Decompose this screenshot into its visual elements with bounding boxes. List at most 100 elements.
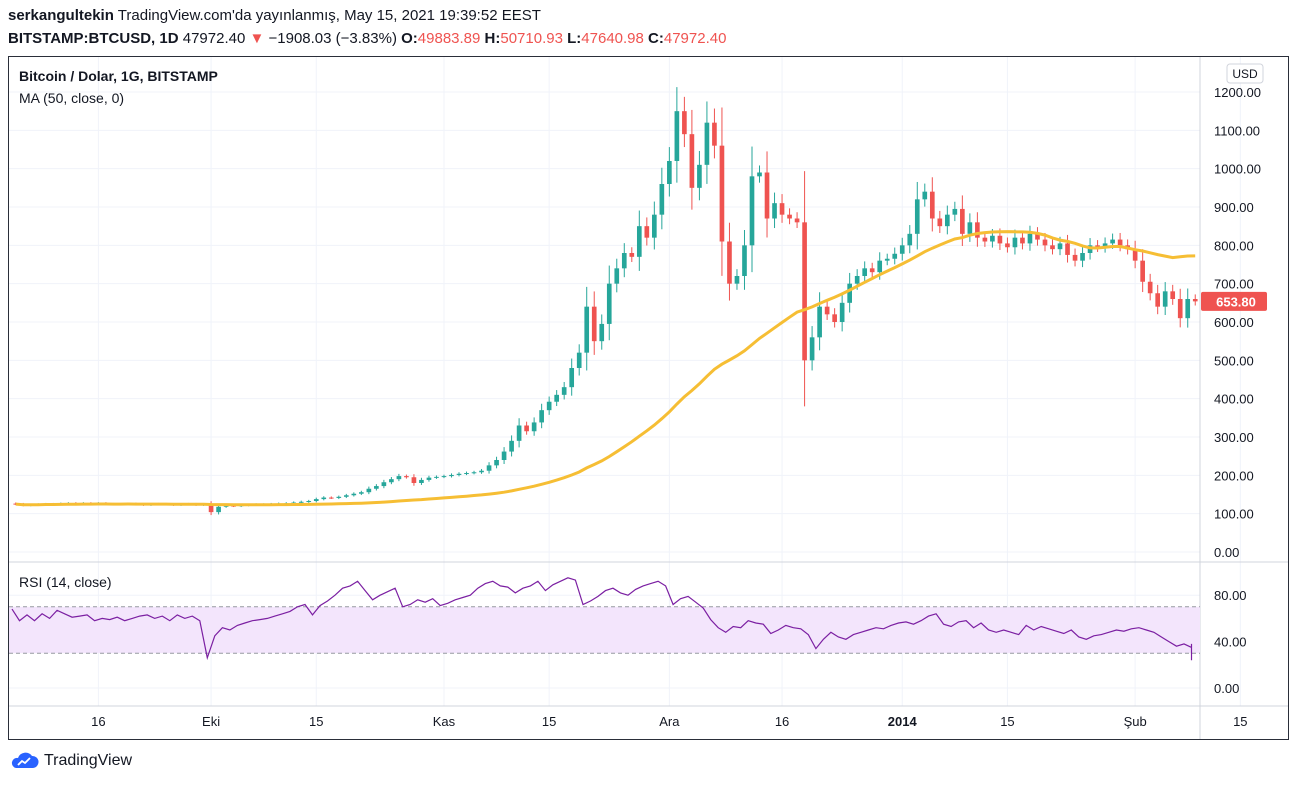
footer-brand[interactable]: TradingView bbox=[44, 752, 133, 769]
candle-body bbox=[381, 482, 387, 487]
candle-body bbox=[471, 472, 477, 474]
candle-body bbox=[1155, 293, 1161, 307]
price-tick-label: 100.00 bbox=[1214, 507, 1254, 522]
candle-body bbox=[794, 218, 800, 223]
high-value: 50710.93 bbox=[500, 30, 563, 47]
candle-body bbox=[554, 394, 559, 402]
rsi-axis[interactable]: 80.00 40.00 0.00 bbox=[1214, 588, 1247, 696]
candle-body bbox=[772, 203, 777, 219]
price-tick-label: 400.00 bbox=[1214, 392, 1254, 407]
last-price-label: 653.80 bbox=[1216, 294, 1256, 309]
candle-body bbox=[952, 208, 958, 215]
candle-body bbox=[1050, 245, 1055, 250]
candle-body bbox=[449, 474, 454, 477]
candle-body bbox=[644, 226, 650, 238]
candle-body bbox=[614, 268, 620, 284]
candle-body bbox=[734, 276, 740, 284]
candle-body bbox=[1170, 291, 1176, 299]
candle-body bbox=[914, 199, 920, 234]
tradingview-cloud-icon[interactable] bbox=[8, 752, 40, 770]
candle-body bbox=[869, 268, 875, 273]
candle-body bbox=[967, 222, 973, 234]
candle-body bbox=[1162, 291, 1168, 307]
candle-body bbox=[839, 302, 845, 322]
time-axis[interactable]: 16 Eki 15 Kas 15 Ara 16 2014 15 Şub 15 bbox=[91, 714, 1247, 729]
chart-frame bbox=[8, 56, 1289, 740]
time-tick-label: Şub bbox=[1124, 714, 1147, 729]
currency-button[interactable] bbox=[1226, 63, 1264, 84]
candle-body bbox=[404, 476, 409, 478]
close-label: C: bbox=[648, 30, 664, 47]
time-tick-label: Eki bbox=[202, 714, 220, 729]
price-tick-label: 300.00 bbox=[1214, 430, 1254, 445]
candle-body bbox=[621, 253, 627, 269]
candle-body bbox=[884, 258, 890, 261]
candle-body bbox=[929, 191, 935, 219]
ma-line bbox=[15, 230, 1196, 507]
candle-body bbox=[321, 497, 327, 500]
time-tick-label: 15 bbox=[1233, 714, 1247, 729]
candle-body bbox=[464, 473, 469, 475]
candle-body bbox=[208, 504, 214, 513]
close-value: 47972.40 bbox=[663, 30, 727, 47]
candle-body bbox=[539, 410, 544, 423]
candle-body bbox=[1110, 239, 1115, 244]
candle-body bbox=[434, 476, 439, 478]
candle-body bbox=[764, 172, 770, 219]
down-arrow-icon: ▼ bbox=[249, 30, 265, 47]
low-value: 47640.98 bbox=[581, 30, 644, 47]
candle-body bbox=[877, 260, 883, 273]
candle-body bbox=[802, 222, 807, 361]
publish-info: serkangultekin TradingView.com'da yayınl… bbox=[8, 7, 541, 24]
symbol-info-bar: BITSTAMP:BTCUSD, 1D 47972.40 ▼ −1908.03 … bbox=[8, 30, 726, 47]
price-tick-label: 800.00 bbox=[1214, 238, 1254, 253]
candle-body bbox=[652, 214, 657, 238]
candle-body bbox=[366, 488, 372, 493]
candle-body bbox=[682, 111, 687, 135]
candle-body bbox=[899, 245, 905, 254]
last-value: 47972.40 bbox=[182, 30, 246, 47]
candle-body bbox=[1080, 253, 1085, 261]
candle-body bbox=[516, 425, 522, 441]
candle-body bbox=[456, 473, 462, 475]
candle-body bbox=[727, 241, 732, 284]
candle-body bbox=[441, 476, 447, 478]
candle-body bbox=[862, 268, 868, 276]
candle-body bbox=[306, 501, 312, 503]
time-tick-label: Kas bbox=[433, 714, 456, 729]
candle-body bbox=[336, 496, 342, 498]
author-name[interactable]: serkangultekin bbox=[8, 7, 114, 24]
candle-body bbox=[569, 368, 575, 388]
candle-body bbox=[599, 323, 605, 342]
candle-body bbox=[960, 208, 965, 234]
symbol-name: BITSTAMP:BTCUSD, 1D bbox=[8, 30, 179, 47]
price-tick-label: 0.00 bbox=[1214, 545, 1239, 560]
candle-body bbox=[1140, 260, 1145, 282]
candle-body bbox=[1057, 243, 1063, 250]
candle-body bbox=[1072, 254, 1078, 261]
chart-title: Bitcoin / Dolar, 1G, BITSTAMP bbox=[19, 68, 218, 84]
candle-body bbox=[1005, 243, 1010, 248]
candle-body bbox=[216, 506, 221, 513]
rsi-band bbox=[9, 606, 1200, 654]
candle-body bbox=[1185, 299, 1191, 319]
candle-body bbox=[1012, 237, 1018, 248]
candle-body bbox=[328, 497, 334, 499]
price-axis[interactable]: 1200.00 1100.00 1000.00 900.00 800.00 700.00 6… bbox=[1214, 85, 1261, 560]
candle-body bbox=[809, 337, 815, 361]
candle-body bbox=[1065, 243, 1070, 255]
candles bbox=[13, 87, 1198, 516]
rsi-tick-label: 0.00 bbox=[1214, 681, 1239, 696]
time-tick-label: 15 bbox=[309, 714, 323, 729]
candle-body bbox=[501, 451, 507, 460]
candle-body bbox=[944, 214, 950, 227]
candle-body bbox=[1192, 299, 1198, 302]
candle-body bbox=[779, 203, 785, 215]
candle-body bbox=[524, 425, 529, 432]
candle-body bbox=[426, 477, 432, 480]
high-label: H: bbox=[484, 30, 501, 47]
candle-body bbox=[396, 476, 402, 480]
candle-body bbox=[389, 479, 394, 483]
candle-body bbox=[343, 495, 349, 497]
